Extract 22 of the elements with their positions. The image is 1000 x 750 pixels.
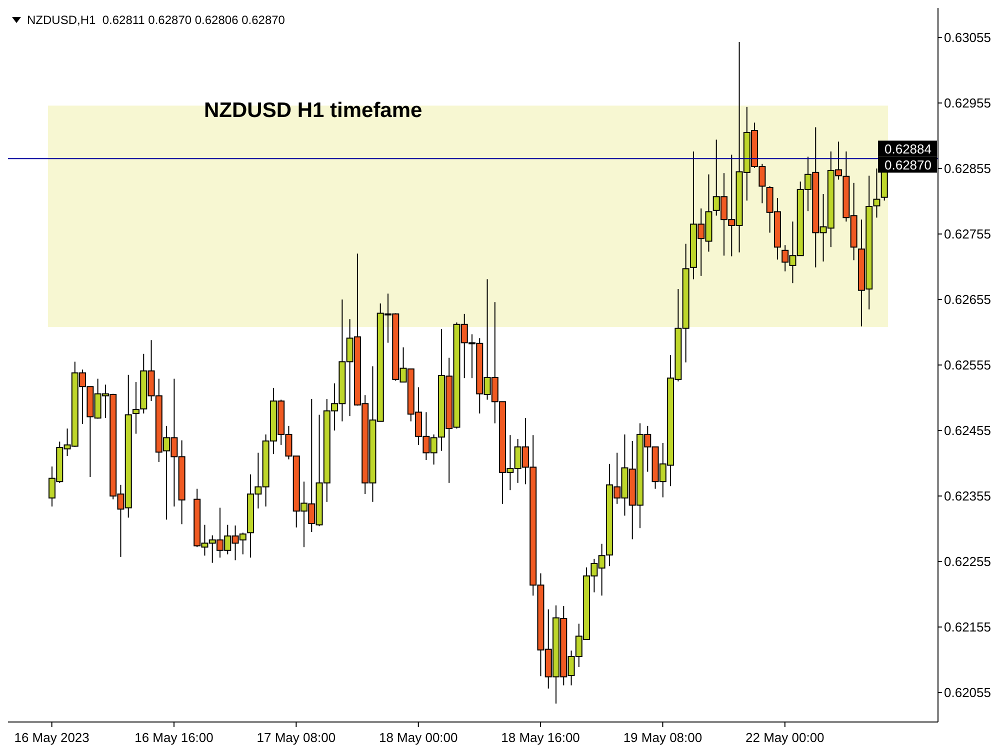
x-tick-label: 17 May 08:00: [256, 730, 336, 745]
y-tick-label: 0.62855: [944, 161, 991, 176]
y-tick-label: 0.62955: [944, 96, 991, 111]
y-tick-label: 0.63055: [944, 30, 991, 46]
y-tick-label: 0.62355: [944, 488, 991, 504]
text: NZDUSD,H1 0.62811 0.62870 0.62806 0.62870: [27, 13, 285, 27]
y-tick-label: 0.62155: [944, 620, 991, 635]
x-tick-label: 16 May 16:00: [134, 730, 214, 745]
annotation: 0.62884: [884, 142, 932, 157]
x-tick-label: 16 May 2023: [14, 730, 90, 745]
y-tick-label: 0.62055: [944, 685, 991, 700]
text: NZDUSD H1 timefame: [204, 99, 422, 123]
ref-line-label: 0.62870: [884, 158, 932, 173]
y-tick-label: 0.62455: [944, 423, 991, 438]
y-tick-label: 0.62755: [944, 226, 991, 242]
y-tick-label: 0.62255: [944, 554, 991, 570]
x-tick-label: 19 May 08:00: [623, 730, 702, 745]
y-tick-label: 0.62655: [944, 292, 991, 308]
y-tick-label: 0.62555: [944, 358, 991, 373]
x-tick-label: 18 May 00:00: [378, 730, 458, 745]
x-tick-label: 18 May 16:00: [501, 730, 580, 745]
x-tick-label: 22 May 00:00: [746, 730, 824, 745]
